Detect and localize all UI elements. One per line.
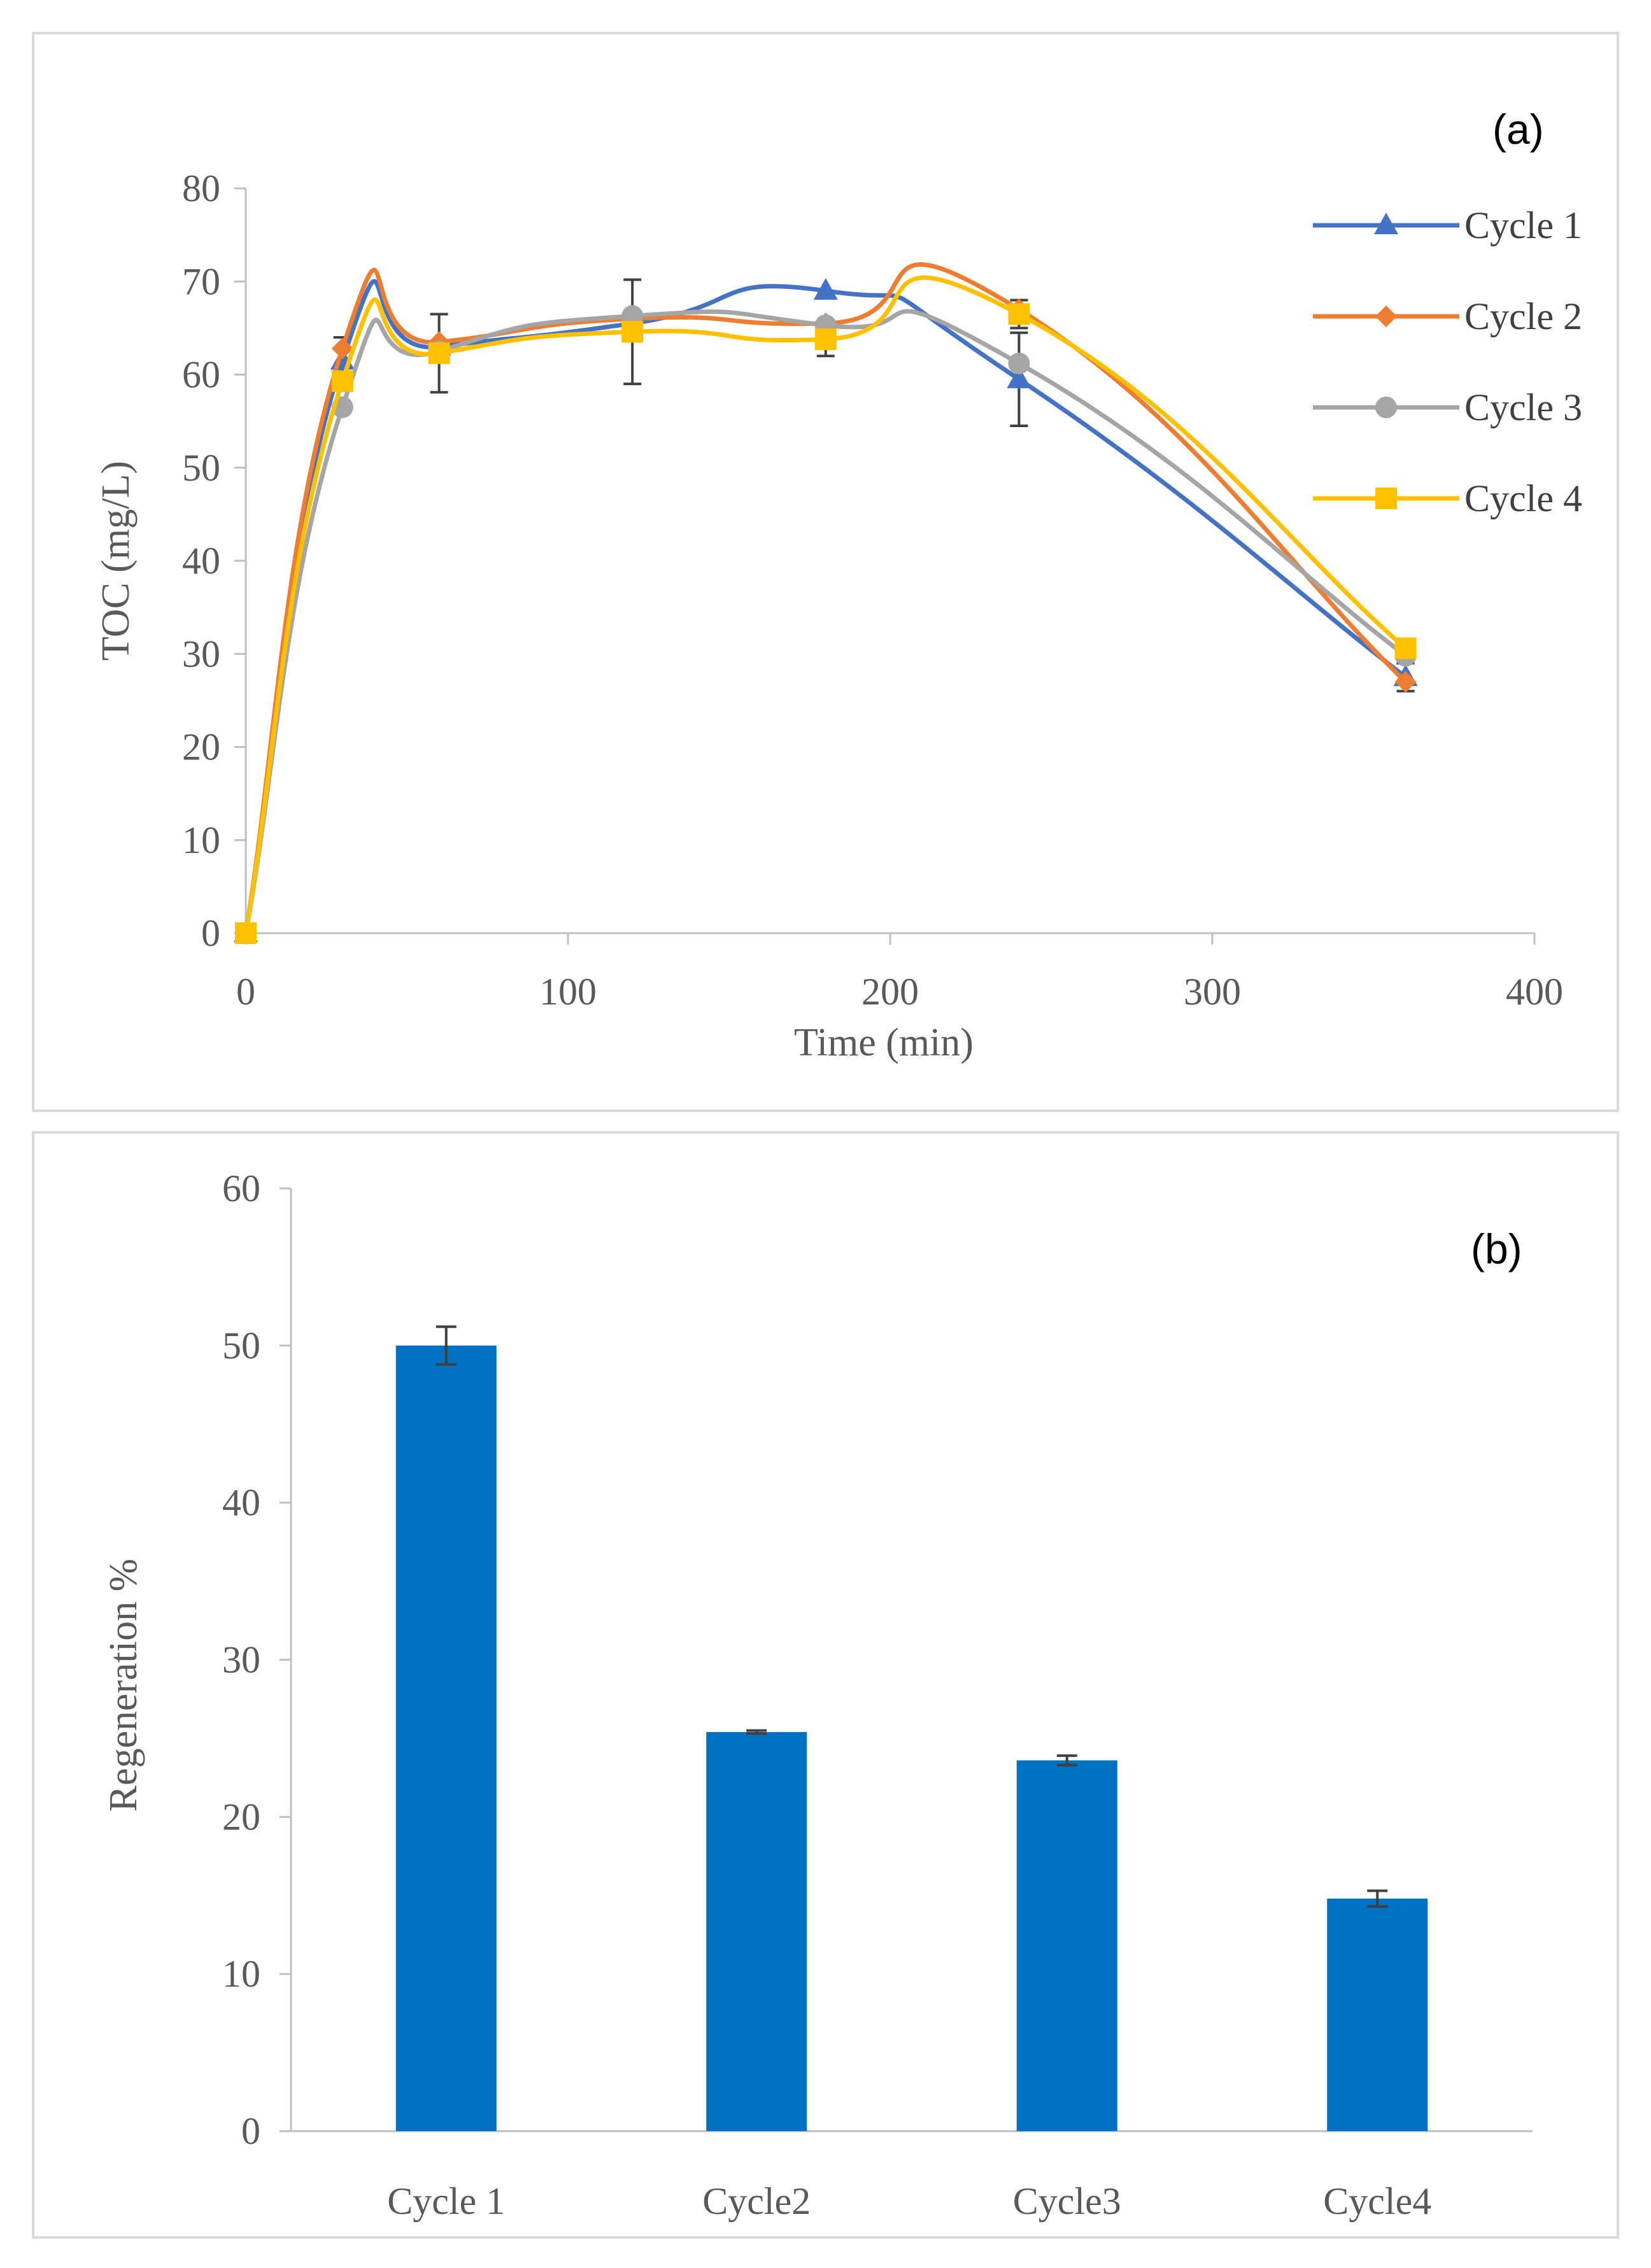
series-line-cycle-4: [243, 275, 1407, 934]
data-point-cycle-2: [331, 337, 353, 360]
legend-item-cycle-3: Cycle 3: [1313, 386, 1582, 428]
x-tick-label: 400: [1506, 971, 1563, 1013]
bar-1: [395, 1345, 497, 2131]
error-bar: [436, 1325, 457, 1366]
legend-marker: [1375, 306, 1397, 327]
y-axis-title: TOC (mg/L): [94, 461, 138, 661]
y-tick-label: 60: [182, 354, 220, 396]
data-point-cycle-4: [235, 922, 257, 944]
y-tick-label: 80: [182, 167, 220, 209]
x-tick-label: 0: [236, 971, 255, 1013]
y-tick-label: 20: [222, 1796, 260, 1838]
x-axis-title: Time (min): [794, 1021, 974, 1064]
error-bar: [1056, 1754, 1077, 1766]
data-point-cycle-3: [1008, 352, 1030, 374]
bar-4: [1327, 1898, 1428, 2131]
legend-item-cycle-1: Cycle 1: [1313, 204, 1582, 246]
series-line-cycle-1: [243, 279, 1407, 934]
legend-item-cycle-2: Cycle 2: [1313, 295, 1582, 337]
legend-label: Cycle 3: [1464, 386, 1582, 428]
x-tick-label: Cycle 1: [387, 2180, 505, 2222]
y-tick-label: 0: [241, 2110, 260, 2152]
chart-a-panel: 0 10 20 30 40 50 60 70 80 0 100 200 300 400 Time (min)…: [32, 32, 1619, 1112]
y-tick-label: 30: [182, 633, 220, 675]
data-point-cycle-1: [813, 278, 838, 300]
chart-a: 0 10 20 30 40 50 60 70 80 0 100 200 300 400 Time (min)…: [94, 106, 1582, 1064]
data-point-cycle-4: [331, 370, 353, 392]
y-tick-label: 10: [222, 1953, 260, 1995]
y-tick-label: 10: [182, 819, 220, 861]
data-point-cycle-4: [428, 342, 450, 364]
data-point-cycle-1: [1007, 366, 1031, 388]
y-tick-label: 20: [182, 726, 220, 768]
y-tick-label: 0: [201, 912, 220, 954]
legend-marker: [1374, 213, 1398, 234]
data-point-cycle-2: [1394, 671, 1417, 693]
y-tick-label: 40: [182, 540, 220, 582]
bar-2: [706, 1732, 807, 2131]
y-tick-label: 50: [222, 1325, 260, 1367]
legend-label: Cycle 4: [1464, 477, 1582, 519]
error-bar: [746, 1729, 767, 1735]
bar-3: [1016, 1760, 1117, 2131]
chart-b: 0 10 20 30 40 50 60 Regeneration % (b) Cycle 1 Cyc…: [102, 1167, 1533, 2222]
x-tick-label: Cycle3: [1013, 2180, 1121, 2222]
data-point-cycle-4: [814, 328, 837, 350]
panel-label-b: (b): [1471, 1225, 1522, 1272]
legend-marker: [1375, 397, 1397, 418]
y-tick-label: 50: [182, 447, 220, 489]
data-point-cycle-4: [621, 321, 644, 343]
y-axis-title: Regeneration %: [102, 1559, 145, 1812]
chart-b-panel: 0 10 20 30 40 50 60 Regeneration % (b) Cycle 1 Cyc…: [32, 1131, 1619, 2239]
y-tick-label: 60: [222, 1167, 260, 1209]
series-line-cycle-2: [243, 262, 1408, 934]
panel-label-a: (a): [1492, 106, 1544, 153]
error-bar: [1367, 1889, 1388, 1908]
y-tick-label: 40: [222, 1482, 260, 1524]
y-tick-label: 70: [182, 260, 220, 302]
x-tick-label: 100: [539, 971, 597, 1013]
x-tick-label: 300: [1184, 971, 1241, 1013]
data-point-cycle-4: [1008, 303, 1030, 325]
legend-label: Cycle 1: [1464, 204, 1582, 246]
y-tick-label: 30: [222, 1639, 260, 1681]
x-tick-label: Cycle2: [702, 2180, 811, 2222]
x-tick-label: 200: [861, 971, 919, 1013]
legend-item-cycle-4: Cycle 4: [1313, 477, 1582, 519]
legend-marker: [1375, 488, 1397, 509]
series-line-cycle-3: [243, 309, 1407, 934]
x-tick-label: Cycle4: [1323, 2180, 1431, 2222]
legend-label: Cycle 2: [1464, 295, 1582, 337]
data-point-cycle-4: [1394, 637, 1417, 659]
